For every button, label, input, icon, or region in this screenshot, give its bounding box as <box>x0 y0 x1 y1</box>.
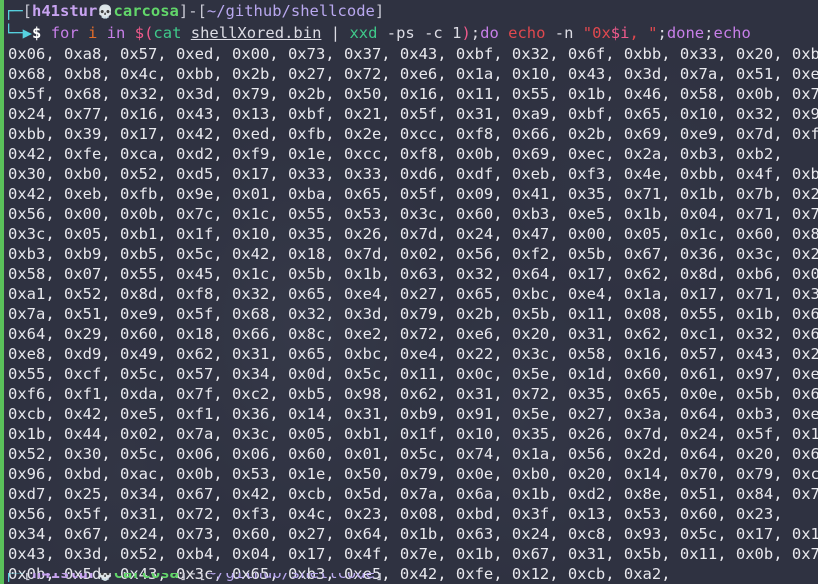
command-token-string: "0x <box>582 24 611 42</box>
hexdump-line: 0x30, 0xb0, 0x52, 0xd5, 0x17, 0x33, 0x33… <box>8 165 818 183</box>
hexdump-line: 0xd7, 0x25, 0x34, 0x67, 0x42, 0xcb, 0x5d… <box>8 485 818 503</box>
next-prompt-hostname: carcosa <box>113 573 179 582</box>
prompt-line-top: ┌─[h41stur💀carcosa]-[~/github/shellcode] <box>0 0 818 22</box>
command-token-plain <box>321 24 330 42</box>
command-token-command: xxd <box>349 24 378 42</box>
command-token-keyword: for <box>50 24 79 42</box>
command-token-plain <box>499 24 508 42</box>
command-token-keyword: do <box>480 24 499 42</box>
prompt-hostname: carcosa <box>113 2 179 20</box>
hexdump-line: 0x56, 0x5f, 0x31, 0x72, 0xf3, 0x4c, 0x23… <box>8 505 783 523</box>
hexdump-line: 0x06, 0xa8, 0x57, 0xed, 0x00, 0x73, 0x37… <box>8 45 818 63</box>
hexdump-line: 0x52, 0x30, 0x5c, 0x06, 0x06, 0x60, 0x01… <box>8 445 818 463</box>
hexdump-line: 0x55, 0xcf, 0x5c, 0x57, 0x34, 0x0d, 0x5c… <box>8 365 818 383</box>
next-prompt-username: h41stur <box>32 573 98 582</box>
command-token-string: , " <box>629 24 658 42</box>
prompt-open-bracket-2: [ <box>197 2 207 20</box>
hexdump-line: 0xf6, 0xf1, 0xda, 0x7f, 0xc2, 0xb5, 0x98… <box>8 385 818 403</box>
command-token-variable: i <box>88 24 98 42</box>
command-token-keyword: done <box>666 24 705 42</box>
hexdump-line: 0xbb, 0x39, 0x17, 0x42, 0xed, 0xfb, 0x2e… <box>8 125 818 143</box>
hexdump-line: 0x58, 0x07, 0x55, 0x45, 0x1c, 0x5b, 0x1b… <box>8 265 818 283</box>
next-prompt-open-bracket-2: [ <box>197 573 207 582</box>
command-output-hexdump: 0x06, 0xa8, 0x57, 0xed, 0x00, 0x73, 0x37… <box>0 44 818 584</box>
next-prompt-open-bracket: [ <box>22 573 33 582</box>
command-token-plain <box>125 24 134 42</box>
prompt-spacer <box>41 24 50 42</box>
command-token-keyword: echo <box>713 24 751 42</box>
command-token-command: cat <box>153 24 182 42</box>
skull-icon: 💀 <box>97 5 114 20</box>
hexdump-line: 0xb3, 0xb9, 0xb5, 0x5c, 0x42, 0x18, 0x7d… <box>8 245 818 263</box>
hexdump-line: 0x24, 0x77, 0x16, 0x43, 0x13, 0xbf, 0x21… <box>8 105 818 123</box>
next-prompt-corner-icon: ┌─ <box>4 573 23 582</box>
prompt-close-bracket: ] <box>178 2 189 20</box>
command-token-string-var: $i <box>610 24 630 42</box>
prompt-corner-bottom-icon: └─▶ <box>4 24 32 42</box>
next-prompt-dash: - <box>188 573 198 582</box>
hexdump-line: 0x42, 0xfe, 0xca, 0xd2, 0xf9, 0x1e, 0xcc… <box>8 145 783 163</box>
command-text[interactable]: for i in $(cat shellXored.bin | xxd -ps … <box>51 24 751 42</box>
hexdump-line: 0x0b, 0x5d, 0x43, 0x3c, 0x65, 0xb3, 0xe5… <box>8 565 671 583</box>
hexdump-line: 0x56, 0x00, 0x0b, 0x7c, 0x1c, 0x55, 0x53… <box>8 205 818 223</box>
next-prompt-working-directory: ~/github/shellcode <box>206 573 375 582</box>
hexdump-line: 0x5f, 0x68, 0x32, 0x3d, 0x79, 0x2b, 0x50… <box>8 85 818 103</box>
next-prompt-partial: ┌─[h41stur💀carcosa]-[~/github/shellcode] <box>0 573 818 584</box>
command-token-keyword: in <box>106 24 126 42</box>
next-prompt-close-bracket-2: ] <box>374 573 385 582</box>
command-line[interactable]: └─▶$ for i in $(cat shellXored.bin | xxd… <box>0 22 818 44</box>
hexdump-line: 0x1b, 0x44, 0x02, 0x7a, 0x3c, 0x05, 0xb1… <box>8 425 818 443</box>
next-prompt-close-bracket: ] <box>178 573 189 582</box>
command-token-pipe: | <box>330 24 341 42</box>
command-token-semicolon: ; <box>657 24 667 42</box>
prompt-close-bracket-2: ] <box>374 2 385 20</box>
hexdump-line: 0xe8, 0xd9, 0x49, 0x62, 0x31, 0x65, 0xbc… <box>8 345 818 363</box>
next-prompt-skull-icon: 💀 <box>97 573 114 582</box>
hexdump-line: 0x34, 0x67, 0x24, 0x73, 0x60, 0x27, 0x64… <box>8 525 818 543</box>
command-token-plain: -n <box>545 24 583 42</box>
command-token-substitution: ) <box>461 24 471 42</box>
hexdump-line: 0xa1, 0x52, 0x8d, 0xf8, 0x32, 0x65, 0xe4… <box>8 285 818 303</box>
hexdump-line: 0x64, 0x29, 0x60, 0x18, 0x66, 0x8c, 0xe2… <box>8 325 818 343</box>
prompt-working-directory: ~/github/shellcode <box>206 2 375 20</box>
prompt-dash: - <box>188 2 198 20</box>
command-token-semicolon: ; <box>470 24 481 42</box>
prompt-username: h41stur <box>32 2 98 20</box>
hexdump-line: 0x7a, 0x51, 0xe9, 0x5f, 0x68, 0x32, 0x3d… <box>8 305 818 323</box>
hexdump-line: 0x68, 0xb8, 0x4c, 0xbb, 0x2b, 0x27, 0x72… <box>8 65 818 83</box>
command-token-filename: shellXored.bin <box>190 24 322 42</box>
hexdump-line: 0xcb, 0x42, 0xe5, 0xf1, 0x36, 0x14, 0x31… <box>8 405 818 423</box>
window-left-edge-accent <box>0 0 4 584</box>
prompt-open-bracket: [ <box>22 2 33 20</box>
hexdump-line: 0x43, 0x3d, 0x52, 0xb4, 0x04, 0x17, 0x4f… <box>8 545 818 563</box>
command-token-substitution: $( <box>134 24 154 42</box>
prompt-dollar-symbol: $ <box>32 24 42 42</box>
hexdump-line: 0x96, 0xbd, 0xac, 0x0b, 0x53, 0x1e, 0x50… <box>8 465 818 483</box>
command-token-plain: -ps -c 1 <box>377 24 462 42</box>
command-token-command-echo: echo <box>508 24 546 42</box>
command-token-semicolon: ; <box>704 24 714 42</box>
hexdump-line: 0x42, 0xeb, 0xfb, 0x9e, 0x01, 0xba, 0x65… <box>8 185 818 203</box>
prompt-corner-top-icon: ┌─ <box>4 2 23 20</box>
command-token-plain <box>97 24 106 42</box>
command-token-plain <box>181 24 190 42</box>
hexdump-line: 0x3c, 0x05, 0xb1, 0x1f, 0x10, 0x35, 0x26… <box>8 225 818 243</box>
command-token-plain <box>79 24 88 42</box>
